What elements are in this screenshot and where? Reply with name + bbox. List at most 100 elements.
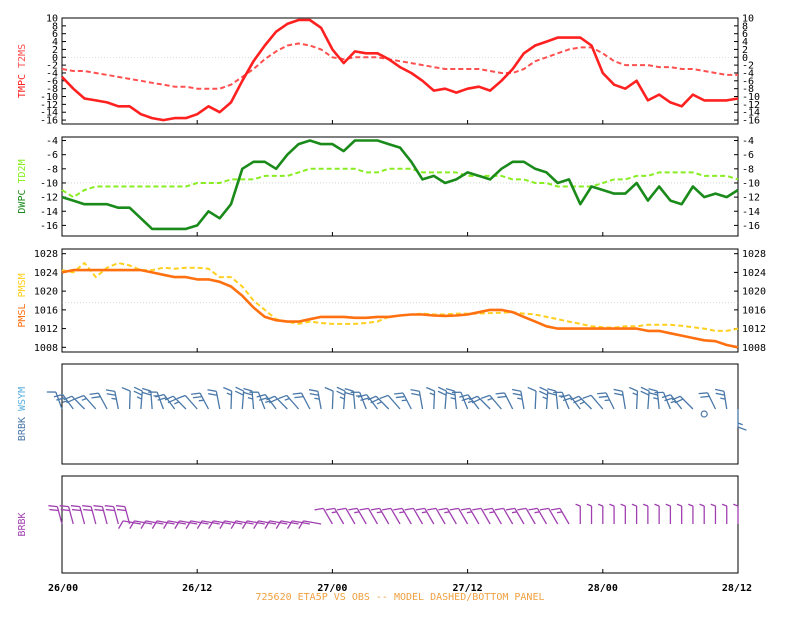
barb-half-flag xyxy=(720,397,726,400)
wind-barb xyxy=(503,392,514,410)
obs-label: BRBK xyxy=(17,512,28,536)
barb-half-flag xyxy=(688,503,694,507)
y-tick-label-left: 10 xyxy=(46,14,58,25)
barb-flag xyxy=(480,394,490,400)
wind-barb xyxy=(246,520,265,525)
barb-flag xyxy=(266,395,275,401)
wind-barb xyxy=(635,390,639,410)
barb-flag xyxy=(235,386,244,392)
wind-barb xyxy=(235,520,254,525)
y-tick-label-left: -8 xyxy=(46,84,58,95)
barb-half-flag xyxy=(284,397,290,401)
obs-label: TMPC xyxy=(17,74,28,98)
wind-barb xyxy=(201,520,220,525)
barb-flag xyxy=(176,394,186,400)
barb-flag xyxy=(671,395,681,401)
barb-half-flag xyxy=(670,400,676,404)
wind-barb xyxy=(345,508,356,525)
barb-half-flag xyxy=(339,396,345,400)
barb-flag xyxy=(459,394,469,398)
barb-flag xyxy=(715,388,725,392)
barb-half-flag xyxy=(247,397,253,400)
wind-barb xyxy=(172,395,187,410)
barb-flag xyxy=(570,395,580,401)
y-tick-label-left: 1008 xyxy=(34,343,58,354)
barb-flag xyxy=(527,386,537,392)
barb-flag xyxy=(471,398,481,404)
y-tick-label-left: -14 xyxy=(40,207,58,218)
y-tick-label-left: 8 xyxy=(52,21,58,32)
wind-barb xyxy=(55,391,63,410)
barb-flag xyxy=(258,397,268,401)
wind-barb xyxy=(113,506,119,525)
barb-flag xyxy=(121,386,131,392)
barb-flag xyxy=(427,507,437,511)
model-label: TD2M xyxy=(17,159,28,189)
barb-flag xyxy=(60,508,70,512)
barb-flag xyxy=(437,386,447,392)
barb-flag xyxy=(243,391,253,396)
wind-barb xyxy=(525,508,536,525)
y-tick-label-right: 10 xyxy=(742,14,754,25)
barb-flag xyxy=(167,398,177,404)
series-line-pmsm xyxy=(61,262,739,332)
series-line-dwpc xyxy=(61,139,739,231)
barb-flag xyxy=(82,505,92,508)
barb-flag xyxy=(437,390,447,396)
wind-barb xyxy=(114,391,119,410)
panel-title: DWPC TD2M xyxy=(17,159,28,213)
y-tick-label-left: 0 xyxy=(52,53,58,64)
y-tick-label-left: -16 xyxy=(40,116,58,127)
x-tick-label: 26/12 xyxy=(182,583,212,594)
barb-flag xyxy=(511,388,522,392)
barb-flag xyxy=(336,386,346,392)
barb-flag xyxy=(325,507,335,511)
barb-flag xyxy=(539,507,549,511)
barb-flag xyxy=(517,507,527,511)
y-tick-label-right: 1016 xyxy=(742,305,766,316)
barb-flag xyxy=(268,398,278,404)
wind-barb xyxy=(317,391,322,410)
barb-flag xyxy=(309,392,319,396)
barb-flag xyxy=(192,395,202,399)
wind-barb xyxy=(444,391,448,410)
y-tick-label-left: -14 xyxy=(40,108,58,119)
barb-flag xyxy=(360,397,370,401)
wind-barb xyxy=(401,508,412,525)
y-tick-label-right: -4 xyxy=(742,68,754,79)
barb-half-flag xyxy=(198,399,204,402)
wind-barb xyxy=(476,395,491,410)
barb-half-flag xyxy=(226,392,232,396)
wind-barb xyxy=(230,390,233,410)
barb-flag xyxy=(415,507,425,511)
barb-flag xyxy=(640,390,650,396)
y-tick-label-right: 1020 xyxy=(742,287,766,298)
wind-barb xyxy=(723,391,728,410)
barb-flag xyxy=(157,397,167,401)
barb-flag xyxy=(286,520,293,529)
wind-barb xyxy=(548,508,559,525)
barb-half-flag xyxy=(609,503,615,507)
barb-half-flag xyxy=(62,400,68,403)
barb-flag xyxy=(336,390,346,396)
barb-half-flag xyxy=(314,397,320,400)
wind-barb xyxy=(215,391,221,410)
barb-half-flag xyxy=(534,511,540,514)
barb-half-flag xyxy=(642,503,649,507)
wind-barb xyxy=(480,508,491,525)
y-tick-label-left: 2 xyxy=(52,45,58,56)
barb-half-flag xyxy=(632,392,638,396)
wind-barb xyxy=(134,520,153,525)
wind-barb xyxy=(123,520,141,525)
barb-flag xyxy=(613,388,623,392)
wind-barb xyxy=(241,391,245,410)
y-tick-label-right: -2 xyxy=(742,61,754,72)
barb-flag xyxy=(140,520,147,529)
barb-half-flag xyxy=(737,422,743,426)
wind-barb xyxy=(251,391,255,410)
wind-barb xyxy=(489,394,502,410)
barb-flag xyxy=(438,507,448,511)
wind-barb xyxy=(387,394,401,410)
barb-flag xyxy=(278,394,287,400)
